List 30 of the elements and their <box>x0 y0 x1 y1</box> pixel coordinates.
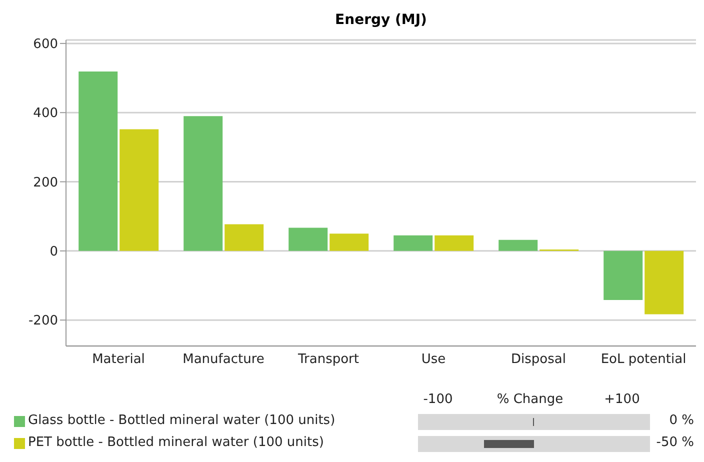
x-tick-label: Disposal <box>511 352 566 368</box>
text: -100 <box>422 392 454 407</box>
x-tick-label: EoL potential <box>600 352 686 368</box>
x-tick-label: Manufacture <box>182 352 264 368</box>
y-tick-label: 0 <box>50 244 58 260</box>
bar <box>394 235 433 251</box>
y-tick-label: -200 <box>28 314 58 329</box>
text: -50 % <box>656 435 694 450</box>
text: +100 <box>603 392 641 407</box>
text: 0 % <box>669 413 694 428</box>
bar <box>498 240 538 251</box>
x-tick-label: Transport <box>296 352 360 368</box>
y-tick-label: 400 <box>33 106 58 122</box>
y-tick-label: 600 <box>33 37 58 52</box>
y-tick-label: 200 <box>33 175 58 190</box>
x-tick-label: Use <box>421 352 446 368</box>
bar <box>644 250 684 314</box>
text: % Change <box>496 392 564 407</box>
legend-label: PET bottle - Bottled mineral water (100 units) <box>28 435 324 450</box>
bar <box>184 116 223 251</box>
bar <box>434 235 474 251</box>
legend-label: Glass bottle - Bottled mineral water (100 units) <box>28 413 336 428</box>
bar <box>224 224 264 251</box>
bar <box>288 228 328 251</box>
x-tick-label: Material <box>92 352 145 368</box>
bar <box>604 250 643 300</box>
chart-title: Energy (MJ) <box>334 12 428 28</box>
bar <box>330 234 369 251</box>
bar <box>120 129 159 251</box>
bar <box>78 71 118 251</box>
